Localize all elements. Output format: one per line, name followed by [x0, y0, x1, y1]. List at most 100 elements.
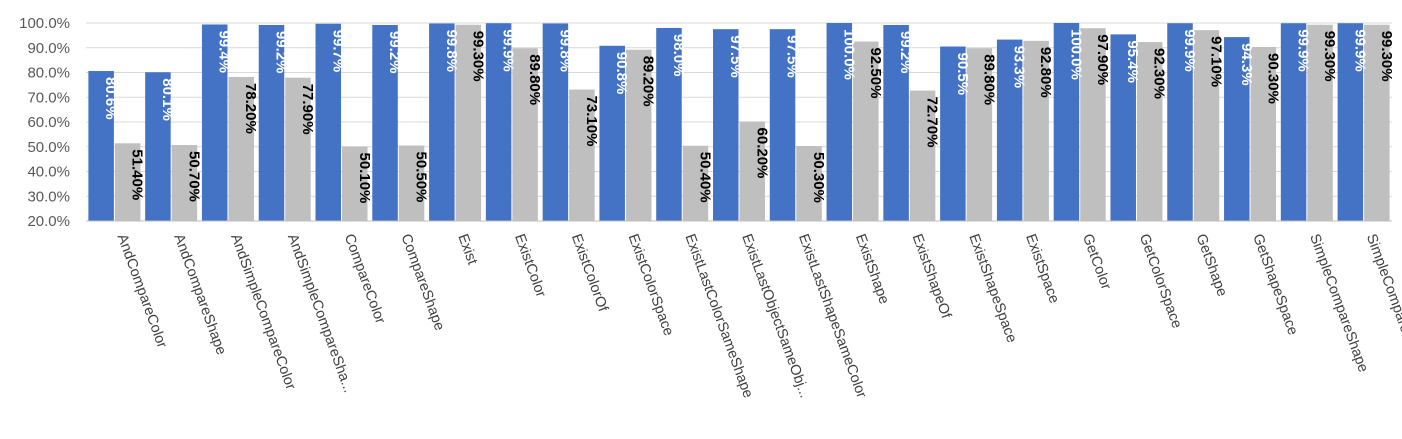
- bar: [883, 24, 909, 222]
- bar: [1167, 23, 1193, 222]
- y-tick-label: 50.0%: [27, 139, 70, 156]
- data-label: 90.8%: [613, 52, 630, 95]
- x-category-label: GetShapeSpace: [1249, 232, 1300, 337]
- x-category-label: ExistShapeSpace: [965, 232, 1019, 345]
- bar: [1136, 42, 1163, 222]
- x-category-label: AndCompareColor: [114, 232, 170, 350]
- data-label: 99.4%: [216, 30, 233, 73]
- data-label: 50.30%: [810, 152, 827, 203]
- bar: [682, 145, 709, 221]
- bar: [342, 146, 368, 221]
- bar: [1193, 30, 1220, 221]
- bar: [258, 24, 285, 222]
- data-label: 99.7%: [329, 30, 346, 73]
- bar: [996, 39, 1023, 221]
- data-label: 80.1%: [159, 78, 176, 121]
- bar: [853, 41, 879, 221]
- x-category-label: ExistLastColorSameShape: [681, 232, 755, 400]
- data-label: 99.2%: [897, 31, 914, 74]
- data-label: 99.9%: [1181, 29, 1198, 72]
- bar: [285, 77, 311, 221]
- data-label: 100.0%: [1067, 29, 1084, 80]
- data-label: 93.3%: [1011, 46, 1028, 89]
- bar: [171, 145, 198, 221]
- bar: [940, 46, 966, 222]
- data-label: 95.4%: [1124, 40, 1141, 83]
- x-axis-category-labels: AndCompareColor AndCompareShapeAndSimpleC…: [114, 232, 1402, 400]
- data-label: 89.20%: [640, 56, 657, 107]
- data-label: 89.80%: [526, 54, 543, 105]
- bar: [372, 24, 398, 222]
- bar: [599, 45, 625, 221]
- bar: [966, 48, 993, 222]
- data-label: 99.30%: [1321, 31, 1338, 82]
- data-label: 80.6%: [102, 77, 119, 120]
- data-label: 92.50%: [867, 48, 884, 99]
- bar: [315, 23, 342, 222]
- data-label: 97.90%: [1094, 34, 1111, 85]
- data-label: 72.70%: [924, 97, 941, 148]
- x-category-label: AndSimpleCompareColor: [227, 232, 298, 392]
- y-tick-label: 40.0%: [27, 164, 70, 181]
- data-label: 50.10%: [356, 153, 373, 204]
- x-category-label: AndSimpleCompareSha...: [284, 232, 356, 395]
- x-category-label: ExistShape: [852, 232, 892, 306]
- data-label: 99.8%: [556, 29, 573, 72]
- x-category-label: GetShape: [1193, 232, 1230, 299]
- bar: [455, 24, 482, 222]
- bar: [1023, 40, 1049, 221]
- bar: [512, 48, 538, 222]
- data-label: 97.5%: [784, 35, 801, 78]
- x-category-label: CompareShape: [398, 232, 448, 333]
- x-category-label: ExistSpace: [1022, 232, 1062, 306]
- y-tick-label: 90.0%: [27, 40, 70, 57]
- data-label: 99.9%: [1295, 29, 1312, 72]
- x-category-label: Exist: [454, 232, 480, 267]
- data-label: 99.30%: [469, 31, 486, 82]
- bar: [1080, 28, 1106, 222]
- x-category-label: AndCompareShape: [170, 232, 229, 357]
- data-label: 90.5%: [954, 53, 971, 96]
- data-label: 99.9%: [1351, 29, 1368, 72]
- data-label: 50.50%: [413, 152, 430, 203]
- x-category-label: ExistColorOf: [568, 232, 611, 315]
- data-label: 73.10%: [583, 96, 600, 147]
- bar: [796, 146, 822, 221]
- x-category-label: ExistColorSpace: [625, 232, 677, 338]
- data-label: 99.9%: [500, 29, 517, 72]
- data-label: 50.40%: [696, 152, 713, 203]
- bar: [228, 76, 254, 221]
- y-tick-label: 30.0%: [27, 188, 70, 205]
- x-category-label: CompareColor: [341, 232, 388, 326]
- y-tick-label: 100.0%: [19, 15, 70, 32]
- data-label: 99.8%: [443, 29, 460, 72]
- data-label: 51.40%: [129, 149, 146, 200]
- data-label: 90.30%: [1264, 53, 1281, 104]
- x-category-label: SimpleCompareShape: [1306, 232, 1371, 375]
- data-label: 99.2%: [272, 31, 289, 74]
- bar: [1307, 24, 1333, 222]
- data-label: 99.2%: [386, 31, 403, 74]
- data-label: 98.0%: [670, 34, 687, 77]
- bar: [542, 23, 569, 222]
- data-label: 89.80%: [980, 54, 997, 105]
- bar: [201, 24, 228, 221]
- bar: [739, 121, 765, 221]
- y-tick-label: 70.0%: [27, 89, 70, 106]
- data-label: 99.30%: [1378, 31, 1395, 82]
- bar: [145, 72, 171, 221]
- x-category-label: ExistShapeOf: [909, 232, 955, 322]
- y-tick-label: 80.0%: [27, 65, 70, 82]
- bar: [1053, 23, 1080, 221]
- bar: [1280, 23, 1307, 222]
- bar: [1337, 23, 1364, 222]
- bar: [656, 27, 682, 222]
- data-label: 60.20%: [753, 128, 770, 179]
- bar: [485, 23, 512, 222]
- bar: [1224, 37, 1250, 221]
- bar: [429, 23, 455, 222]
- bar: [569, 89, 595, 221]
- bar: [769, 29, 796, 221]
